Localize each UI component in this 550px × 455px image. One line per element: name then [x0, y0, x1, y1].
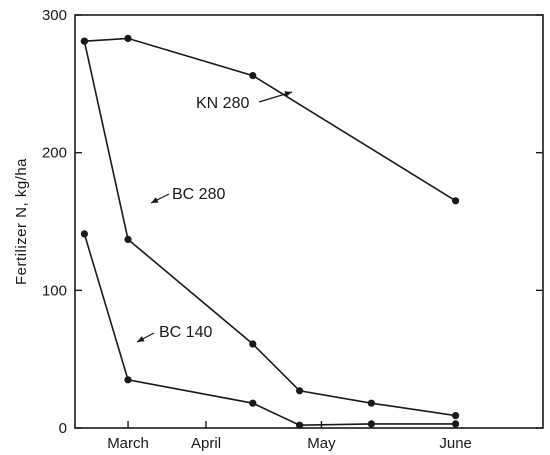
data-point-bc-280-4 [367, 399, 375, 407]
series-line-bc-140 [83, 233, 456, 427]
series-labels: KN 280 BC 280 BC 140 [136, 91, 293, 343]
y-axis-title: Fertilizer N, kg/ha [13, 158, 30, 285]
series-label-kn-280: KN 280 [196, 95, 249, 112]
series-label-bc-280: BC 280 [172, 186, 225, 203]
data-point-bc-140-1 [124, 376, 132, 384]
arrowhead-bc-280 [151, 197, 159, 203]
data-point-bc-140-4 [367, 420, 375, 428]
data-point-bc-280-5 [452, 412, 460, 420]
plot-border [74, 14, 544, 429]
series-label-bc-140: BC 140 [159, 324, 212, 341]
x-tick-label-june: June [439, 435, 472, 452]
plot-frame [74, 14, 544, 429]
data-point-kn-280-3 [452, 197, 460, 205]
y-tick-label-300: 300 [42, 7, 67, 24]
data-point-bc-140-2 [249, 399, 257, 407]
x-tick-label-may: May [307, 435, 336, 452]
series-lines [83, 37, 457, 427]
y-tick-label-200: 200 [42, 145, 67, 162]
data-point-bc-280-3 [296, 387, 304, 395]
data-point-bc-140-5 [452, 420, 460, 428]
series-points [80, 34, 460, 429]
series-line-kn-280 [84, 37, 457, 202]
x-tick-label-april: April [191, 435, 221, 452]
series-line-bc-280 [83, 41, 456, 417]
data-point-bc-280-1 [124, 235, 132, 243]
axis-ticks: 0 100 200 300 March April May June [42, 7, 543, 452]
arrowhead-kn-280 [284, 91, 292, 97]
data-point-kn-280-1 [124, 34, 132, 43]
arrowhead-bc-140 [137, 336, 145, 342]
x-tick-label-march: March [107, 435, 149, 452]
data-point-bc-280-0 [80, 37, 88, 45]
y-tick-label-100: 100 [42, 282, 67, 299]
data-point-bc-280-2 [249, 340, 257, 348]
data-point-kn-280-2 [249, 72, 257, 80]
y-tick-label-0: 0 [59, 420, 67, 437]
data-point-bc-140-3 [296, 421, 304, 429]
data-point-bc-140-0 [80, 230, 88, 238]
